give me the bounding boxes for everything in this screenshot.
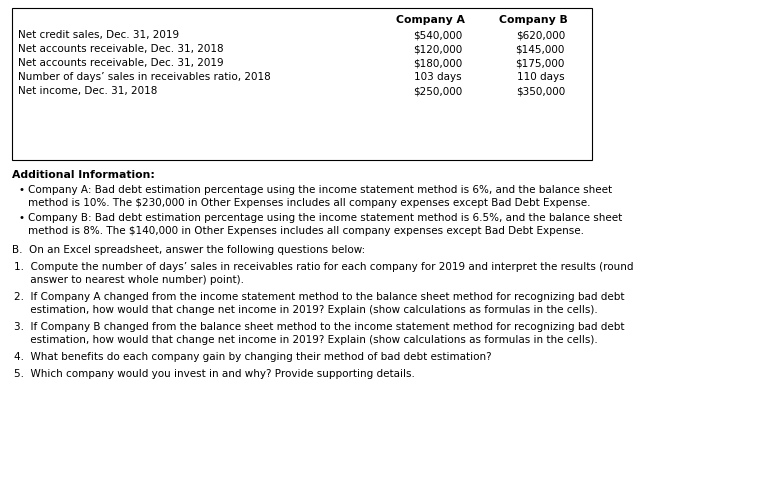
Text: Number of days’ sales in receivables ratio, 2018: Number of days’ sales in receivables rat… (18, 72, 271, 82)
Text: $145,000: $145,000 (516, 44, 565, 54)
Text: 103 days: 103 days (415, 72, 462, 82)
Text: $620,000: $620,000 (516, 30, 565, 40)
Text: $540,000: $540,000 (413, 30, 462, 40)
Text: B.  On an Excel spreadsheet, answer the following questions below:: B. On an Excel spreadsheet, answer the f… (12, 245, 365, 255)
Text: 4.  What benefits do each company gain by changing their method of bad debt esti: 4. What benefits do each company gain by… (14, 352, 491, 362)
Text: •: • (18, 185, 24, 195)
Text: estimation, how would that change net income in 2019? Explain (show calculations: estimation, how would that change net in… (14, 305, 597, 315)
Text: $175,000: $175,000 (516, 58, 565, 68)
Text: Additional Information:: Additional Information: (12, 170, 155, 180)
Text: Company B: Bad debt estimation percentage using the income statement method is 6: Company B: Bad debt estimation percentag… (28, 213, 623, 223)
Text: Net income, Dec. 31, 2018: Net income, Dec. 31, 2018 (18, 86, 158, 96)
Text: $180,000: $180,000 (413, 58, 462, 68)
Text: method is 10%. The $230,000 in Other Expenses includes all company expenses exce: method is 10%. The $230,000 in Other Exp… (28, 198, 591, 208)
Text: estimation, how would that change net income in 2019? Explain (show calculations: estimation, how would that change net in… (14, 335, 597, 345)
Text: answer to nearest whole number) point).: answer to nearest whole number) point). (14, 275, 244, 285)
Text: Net credit sales, Dec. 31, 2019: Net credit sales, Dec. 31, 2019 (18, 30, 179, 40)
Text: Company A: Company A (395, 15, 464, 25)
Text: $350,000: $350,000 (516, 86, 565, 96)
Text: Company A: Bad debt estimation percentage using the income statement method is 6: Company A: Bad debt estimation percentag… (28, 185, 612, 195)
Text: 3.  If Company B changed from the balance sheet method to the income statement m: 3. If Company B changed from the balance… (14, 322, 625, 332)
Text: method is 8%. The $140,000 in Other Expenses includes all company expenses excep: method is 8%. The $140,000 in Other Expe… (28, 226, 584, 236)
Text: Net accounts receivable, Dec. 31, 2019: Net accounts receivable, Dec. 31, 2019 (18, 58, 223, 68)
Text: Company B: Company B (498, 15, 568, 25)
Text: $120,000: $120,000 (413, 44, 462, 54)
Text: 2.  If Company A changed from the income statement method to the balance sheet m: 2. If Company A changed from the income … (14, 292, 625, 302)
Text: 1.  Compute the number of days’ sales in receivables ratio for each company for : 1. Compute the number of days’ sales in … (14, 262, 633, 272)
Text: 5.  Which company would you invest in and why? Provide supporting details.: 5. Which company would you invest in and… (14, 369, 415, 379)
Text: $250,000: $250,000 (413, 86, 462, 96)
Text: 110 days: 110 days (517, 72, 565, 82)
Text: •: • (18, 213, 24, 223)
Text: Net accounts receivable, Dec. 31, 2018: Net accounts receivable, Dec. 31, 2018 (18, 44, 223, 54)
